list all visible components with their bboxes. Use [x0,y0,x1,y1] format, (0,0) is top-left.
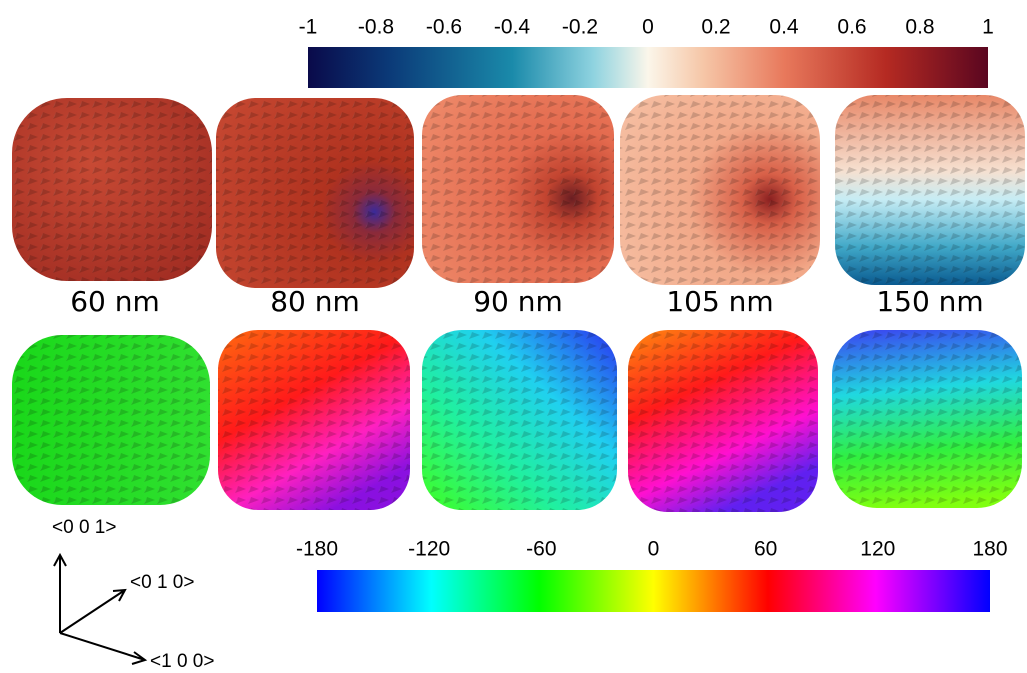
axis-arrow [59,588,127,634]
axis-triad [53,552,148,665]
size-label: 80 nm [270,285,360,318]
tick-label: -120 [408,538,450,561]
axis-arrow [53,552,67,633]
axis-label: <1 0 0> [150,651,214,672]
tick-label: 0 [642,16,654,39]
tick-label: 0.4 [769,16,799,39]
size-label: 90 nm [473,285,563,318]
tick-label: -0.2 [562,16,598,39]
tick-label: -180 [296,538,338,561]
tick-label: 0 [648,538,660,561]
axis-arrow [59,632,148,665]
colorbar-z [308,47,988,88]
tick-label: -60 [526,538,556,561]
tick-label: -0.6 [426,16,462,39]
tick-label: 0.2 [701,16,730,39]
renderings [12,95,1025,512]
tick-label: 1 [982,16,994,39]
size-label: 150 nm [876,285,983,318]
size-label: 105 nm [666,285,773,318]
tick-label: 120 [860,538,895,561]
axis-label: <0 0 1> [52,517,116,538]
tick-label: -0.4 [494,16,531,39]
tick-label: 180 [972,538,1007,561]
tick-label: -0.8 [358,16,394,39]
tick-label: 60 [754,538,777,561]
tick-label: 0.6 [837,16,866,39]
tick-label: -1 [299,16,318,39]
size-label: 60 nm [70,285,160,318]
tick-label: 0.8 [905,16,934,39]
axis-label: <0 1 0> [130,572,194,593]
colorbar-angle [317,570,990,612]
